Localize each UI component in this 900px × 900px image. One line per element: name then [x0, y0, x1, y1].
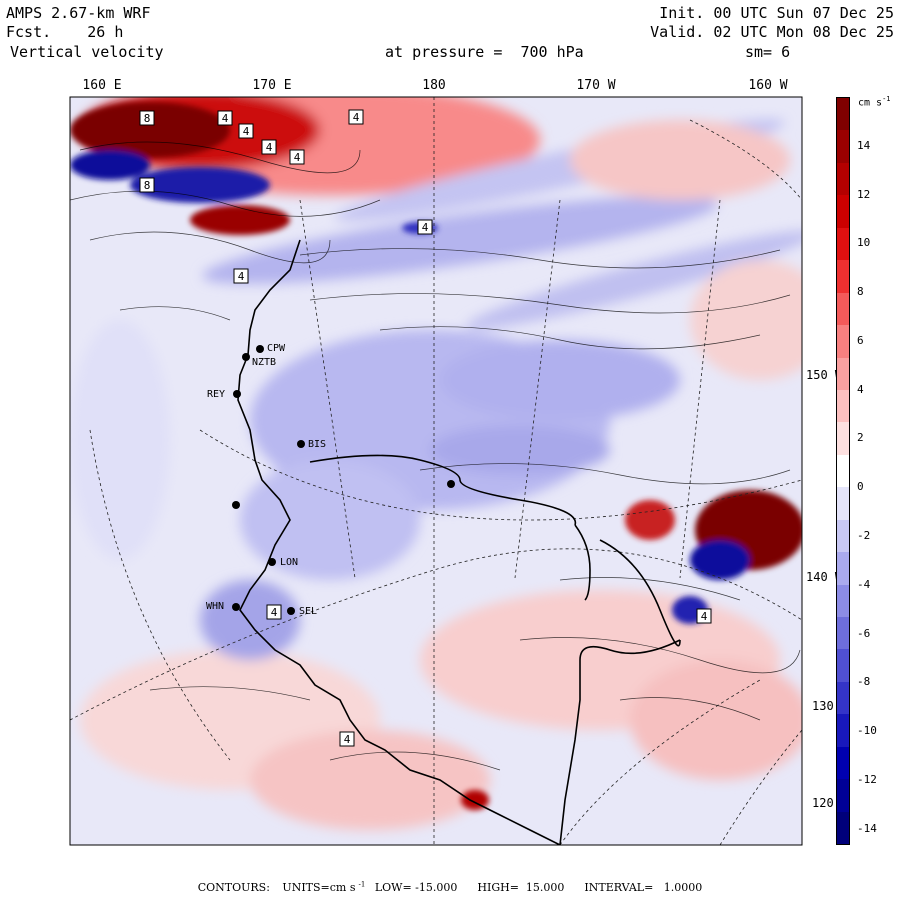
lon-label-160e: 160 E: [82, 78, 122, 93]
colorbar-segment: [837, 617, 849, 650]
contour-label-4: 4: [294, 151, 301, 164]
forecast-hour: Fcst. 26 h: [6, 23, 124, 41]
station-rey: REY: [207, 389, 226, 400]
colorbar-tick-label: -10: [857, 724, 877, 738]
contour-label-1: 4: [222, 112, 229, 125]
footer-contour-info: CONTOURS: UNITS=cm s -1 LOW= -15.000 HIGH…: [197, 880, 703, 894]
colorbar-tick-label: -12: [857, 772, 877, 786]
pressure-level: at pressure = 700 hPa: [385, 43, 584, 61]
colorbar-segment: [837, 422, 849, 455]
contour-label-9: 4: [344, 733, 351, 746]
colorbar-tick-label: -14: [857, 821, 877, 835]
colorbar-tick-label: 4: [857, 382, 864, 396]
smoothing: sm= 6: [745, 43, 791, 61]
colorbar-tick-label: 8: [857, 285, 864, 299]
colorbar-segment: [837, 162, 849, 196]
station-nztb: NZTB: [252, 357, 277, 368]
colorbar-segment: [837, 649, 849, 682]
contour-label-6: 4: [422, 221, 429, 234]
colorbar-segment: [837, 779, 849, 812]
colorbar-tick-label: 0: [857, 480, 864, 494]
contour-label-2: 4: [243, 125, 250, 138]
lat-label-140w: 140 W: [806, 570, 843, 584]
contour-label-7: 4: [238, 270, 245, 283]
colorbar-segment: [837, 714, 849, 747]
colorbar-segment: [837, 454, 849, 488]
contour-label-8: 4: [271, 606, 278, 619]
field-name: Vertical velocity: [10, 43, 164, 61]
colorbar-segment: [837, 130, 849, 163]
colorbar-segment: [837, 746, 849, 780]
lon-label-160w: 160 W: [748, 78, 788, 93]
colorbar-tick-label: -6: [857, 626, 871, 640]
colorbar-segment: [837, 584, 849, 617]
station-cpw: CPW: [267, 343, 286, 354]
colorbar-segment: [837, 292, 849, 326]
colorbar-segment: [837, 98, 849, 131]
colorbar-segment: [837, 487, 849, 520]
colorbar-segment: [837, 357, 849, 390]
colorbar-tick-label: 12: [857, 187, 871, 201]
model-title: AMPS 2.67-km WRF: [6, 4, 151, 22]
colorbar-segment: [837, 519, 849, 553]
colorbar-segment: [837, 325, 849, 358]
lon-label-180: 180: [422, 78, 446, 93]
station-bis: BIS: [308, 439, 327, 450]
colorbar: [836, 97, 850, 845]
colorbar-tick-label: -8: [857, 675, 871, 689]
colorbar-tick-label: 10: [857, 236, 871, 250]
contour-label-12: 8: [144, 179, 151, 192]
colorbar-tick-label: 14: [857, 138, 871, 152]
lon-label-170e: 170 E: [252, 78, 292, 93]
colorbar-segment: [837, 227, 849, 261]
lat-label-150w: 150 W: [806, 368, 843, 382]
colorbar-segment: [837, 811, 849, 845]
lon-label-170w: 170 W: [576, 78, 616, 93]
colorbar-tick-label: -4: [857, 577, 871, 591]
valid-time: Valid. 02 UTC Mon 08 Dec 25: [650, 23, 894, 41]
colorbar-tick-label: 6: [857, 333, 864, 347]
colorbar-tick-label: -2: [857, 529, 871, 543]
colorbar-segment: [837, 389, 849, 423]
colorbar-segment: [837, 681, 849, 715]
colorbar-units: cm s-1: [858, 95, 891, 109]
colorbar-tick-label: 2: [857, 431, 864, 445]
init-time: Init. 00 UTC Sun 07 Dec 25: [659, 4, 894, 22]
station-whn: WHN: [206, 601, 225, 612]
contour-label-11: 8: [144, 112, 151, 125]
colorbar-segment: [837, 195, 849, 228]
station-sel: SEL: [299, 606, 318, 617]
contour-label-5: 4: [353, 111, 360, 124]
station-lon: LON: [280, 557, 299, 568]
contour-label-3: 4: [266, 141, 273, 154]
colorbar-segment: [837, 552, 849, 585]
colorbar-segment: [837, 260, 849, 293]
contour-label-10: 4: [701, 610, 708, 623]
